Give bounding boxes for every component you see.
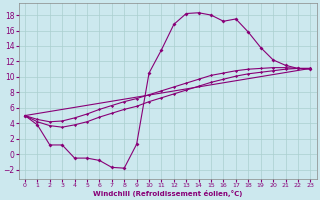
X-axis label: Windchill (Refroidissement éolien,°C): Windchill (Refroidissement éolien,°C): [93, 190, 242, 197]
